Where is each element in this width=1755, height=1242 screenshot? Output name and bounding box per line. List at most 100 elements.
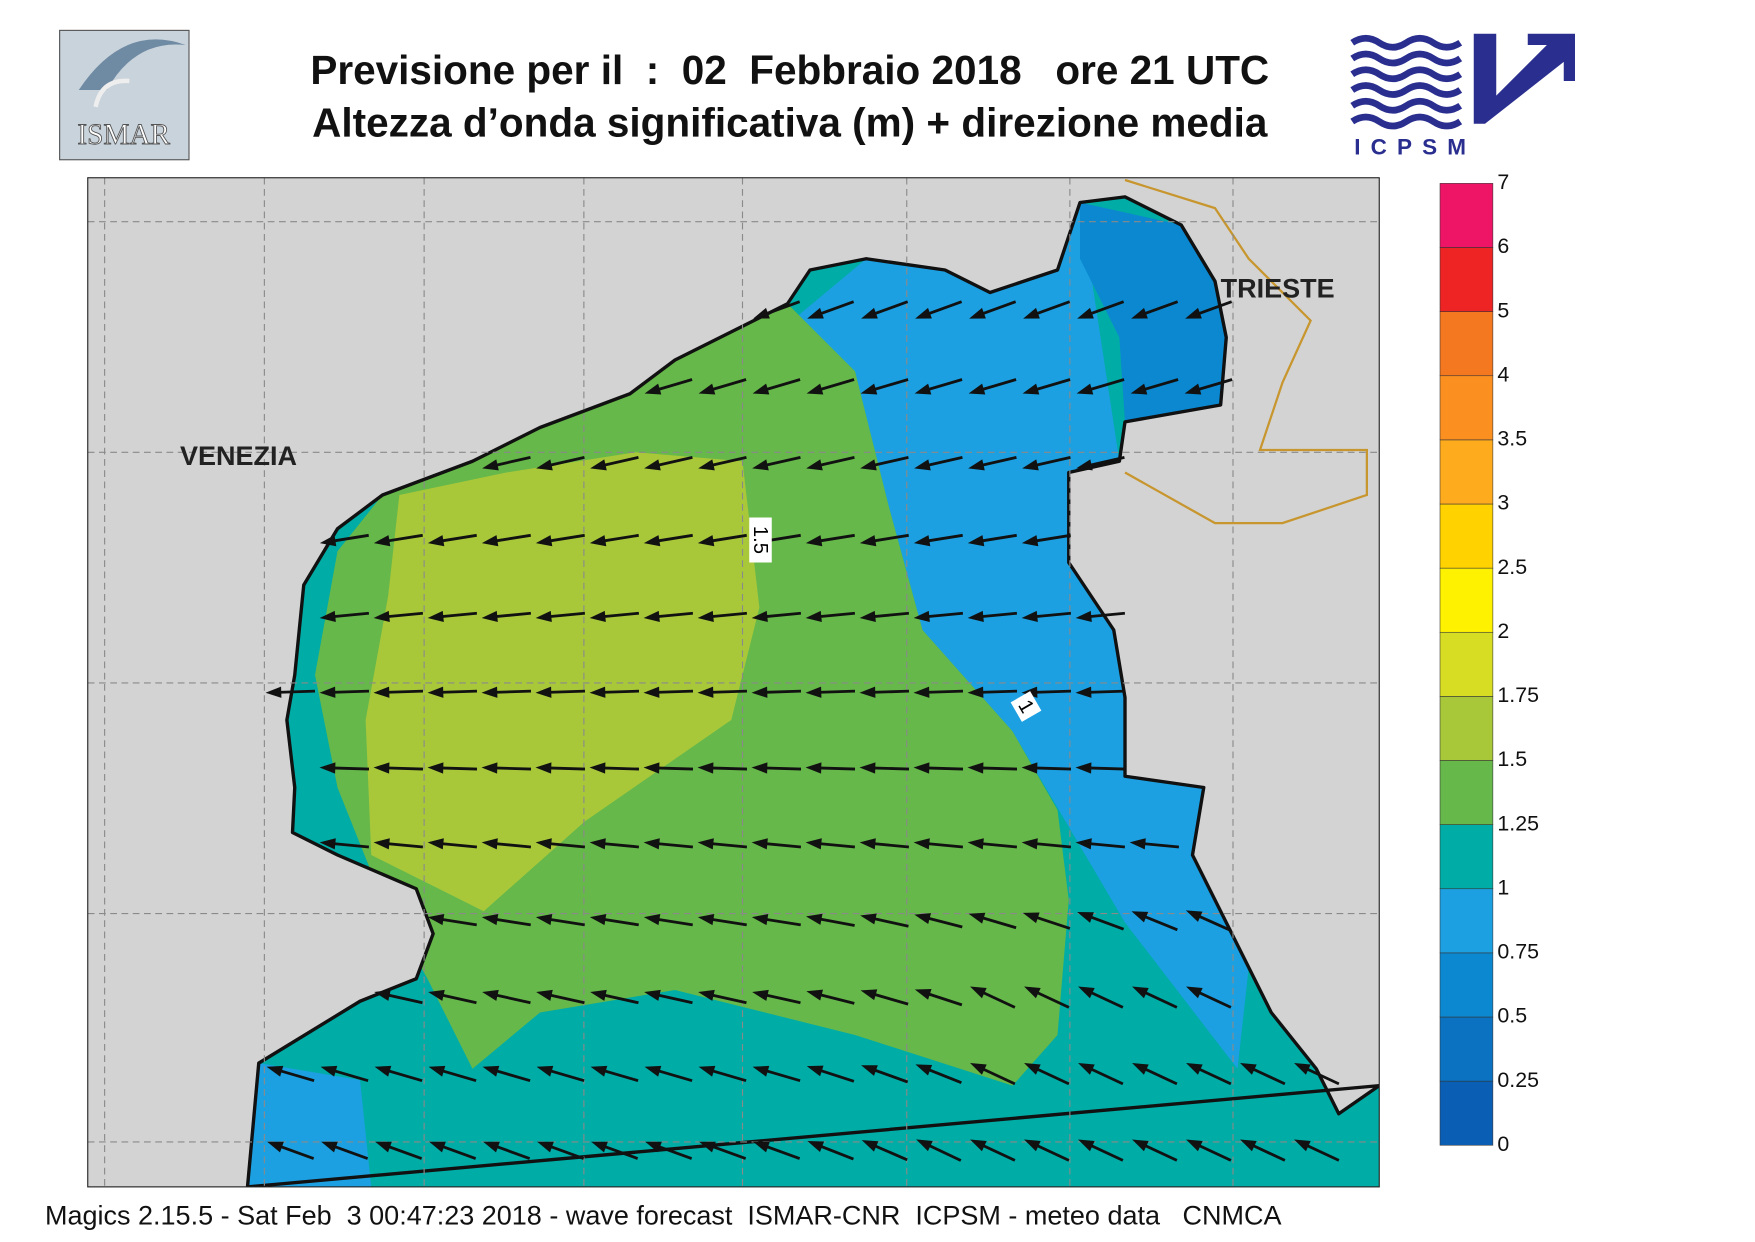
- arrow-head: [751, 838, 768, 850]
- arrow-head: [535, 762, 552, 774]
- arrow-head: [805, 913, 823, 925]
- arrow-head: [1184, 383, 1202, 395]
- colorbar-label: 1.75: [1497, 683, 1539, 707]
- arrow-head: [535, 914, 553, 926]
- arrow-head: [536, 989, 553, 1001]
- colorbar-label: 3: [1497, 491, 1509, 515]
- arrow-head: [1132, 1062, 1149, 1075]
- arrow-head: [914, 989, 932, 1000]
- arrow-head: [645, 1141, 662, 1153]
- arrow-head: [267, 1141, 284, 1153]
- arrow-head: [753, 307, 770, 319]
- arrow-head: [1240, 1139, 1257, 1152]
- arrow-head: [697, 686, 714, 698]
- arrow-head: [1075, 686, 1092, 698]
- arrow-head: [1077, 307, 1094, 319]
- arrow-head: [1078, 986, 1095, 999]
- arrow-head: [806, 383, 824, 395]
- ismar-logo: ISMAR: [59, 29, 190, 161]
- colorbar-band: [1439, 888, 1494, 954]
- arrow-head: [914, 913, 932, 925]
- colorbar-band: [1439, 1080, 1494, 1146]
- arrow-head: [752, 989, 769, 1001]
- arrow-head: [321, 1141, 338, 1153]
- colorbar-band: [1439, 760, 1494, 825]
- arrow-head: [1132, 1139, 1149, 1152]
- colorbar-label: 1.25: [1497, 811, 1539, 835]
- colorbar-band: [1439, 952, 1494, 1018]
- city-label: VENEZIA: [180, 441, 297, 471]
- arrow-head: [1129, 838, 1146, 850]
- arrow-head: [482, 1065, 500, 1077]
- arrow-head: [591, 1141, 608, 1153]
- arrow-head: [915, 1064, 933, 1076]
- map-frame: [87, 177, 1380, 1188]
- arrow-head: [751, 686, 768, 698]
- footer: Magics 2.15.5 - Sat Feb 3 00:47:23 2018 …: [45, 1200, 1282, 1230]
- arrow-head: [1022, 912, 1040, 924]
- arrow-head: [1021, 610, 1038, 623]
- arrow-head: [913, 535, 931, 547]
- arrow-head: [698, 459, 715, 471]
- arrow-head: [1022, 383, 1040, 395]
- arrow-head: [589, 838, 606, 850]
- arrow-head: [805, 762, 822, 774]
- arrow-head: [483, 1141, 500, 1153]
- arrow-head: [643, 914, 661, 926]
- arrow-head: [806, 1065, 824, 1077]
- colorbar-label: 1: [1497, 875, 1509, 899]
- arrow-head: [751, 914, 769, 926]
- arrow-head: [751, 610, 768, 623]
- colorbar-band: [1439, 375, 1494, 441]
- arrow-head: [481, 914, 499, 926]
- colorbar-label: 0.25: [1497, 1068, 1539, 1092]
- zone-0.75-1: [247, 1063, 372, 1187]
- arrow-head: [806, 459, 823, 471]
- arrow-head: [859, 838, 876, 850]
- arrow-head: [373, 535, 391, 547]
- arrow-head: [1294, 1139, 1311, 1152]
- subtitle: Altezza d’onda significativa (m) + direz…: [312, 100, 1268, 146]
- arrow-head: [319, 686, 336, 698]
- arrow-head: [319, 535, 337, 547]
- coastline: [245, 195, 1380, 1187]
- arrow-head: [752, 459, 769, 471]
- map: VENEZIA TRIESTE 1.5 1: [87, 177, 1380, 1187]
- arrow-head: [970, 986, 987, 999]
- arrow-head: [535, 838, 552, 850]
- arrow-head: [805, 535, 823, 547]
- arrow-head: [1186, 1139, 1203, 1152]
- arrow-head: [373, 610, 390, 623]
- arrow-head: [319, 762, 336, 774]
- arrow-head: [698, 383, 716, 395]
- arrow-head: [1078, 1062, 1095, 1075]
- arrow-head: [969, 307, 986, 319]
- arrow-head: [913, 610, 930, 623]
- arrow-head: [967, 762, 984, 774]
- arrow-head: [1185, 307, 1202, 319]
- colorbar: 0 0.25 0.5 0.75 1 1.25 1.5 1.75 2 2.5 3 3.5 4 5 6 7: [1439, 170, 1539, 1156]
- arrow-head: [697, 914, 715, 926]
- arrow-head: [535, 610, 552, 623]
- icpsm-logo-text: ICPSM: [1354, 134, 1476, 159]
- arrow-head: [914, 459, 931, 471]
- arrow-head: [1024, 1062, 1041, 1075]
- arrow-head: [482, 459, 499, 471]
- colorbar-label: 6: [1497, 234, 1509, 258]
- arrow-head: [806, 989, 823, 1001]
- arrow-head: [860, 459, 877, 471]
- arrow-head: [1021, 535, 1039, 547]
- arrow-head: [589, 914, 607, 926]
- arrow-head: [968, 912, 986, 924]
- arrow-head: [1021, 762, 1038, 774]
- arrow-head: [590, 459, 607, 471]
- arrow-head: [859, 535, 877, 547]
- arrow-head: [319, 610, 336, 623]
- arrow-head: [752, 1065, 770, 1077]
- arrow-head: [1024, 1139, 1041, 1152]
- arrow-head: [967, 838, 984, 850]
- arrow-head: [859, 686, 876, 698]
- colorbar-band: [1439, 247, 1494, 312]
- arrow-head: [265, 686, 282, 698]
- arrow-head: [967, 535, 985, 547]
